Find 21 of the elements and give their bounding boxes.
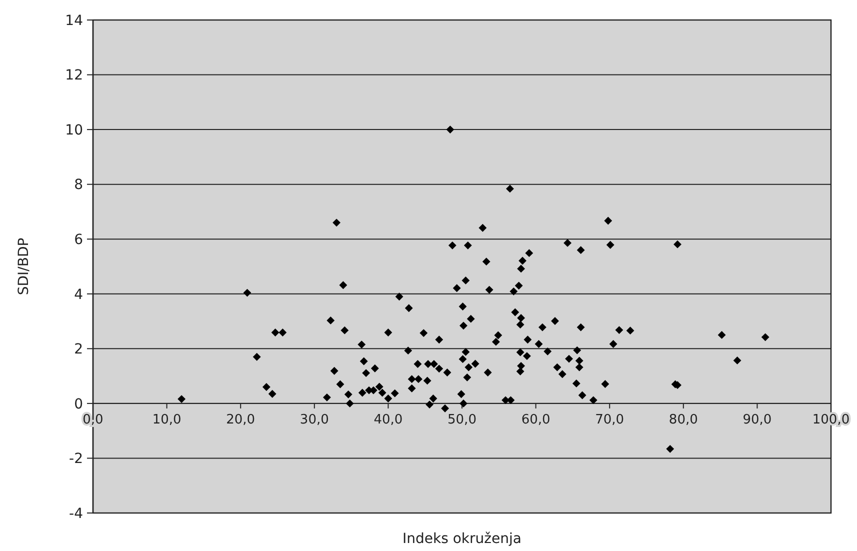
x-tick-label: 20,0: [226, 412, 256, 428]
y-tick-label: 12: [65, 68, 83, 84]
x-tick-label: 70,0: [595, 412, 624, 428]
y-tick-label: 4: [74, 286, 84, 303]
x-tick-label: 40,0: [374, 412, 403, 428]
x-tick-label: 60,0: [521, 412, 550, 428]
x-axis-title: Indeks okruženja: [402, 531, 522, 547]
y-axis-title: SDI/BDP: [16, 238, 32, 296]
y-tick-label: -4: [69, 506, 84, 522]
y-tick-label: 10: [65, 122, 83, 138]
x-tick-label: 50,0: [448, 412, 476, 428]
x-tick-label: 90,0: [742, 412, 772, 428]
y-tick-label: 14: [65, 12, 84, 29]
x-tick-label: 30,0: [300, 412, 329, 428]
y-tick-label: 8: [74, 177, 83, 194]
y-tick-label: 2: [74, 342, 83, 358]
y-tick-label: 0: [74, 396, 83, 412]
x-tick-label: 80,0: [668, 412, 698, 428]
y-tick-label: 6: [74, 232, 84, 248]
x-tick-label: 10,0: [152, 412, 182, 428]
y-tick-label: -2: [69, 451, 83, 468]
